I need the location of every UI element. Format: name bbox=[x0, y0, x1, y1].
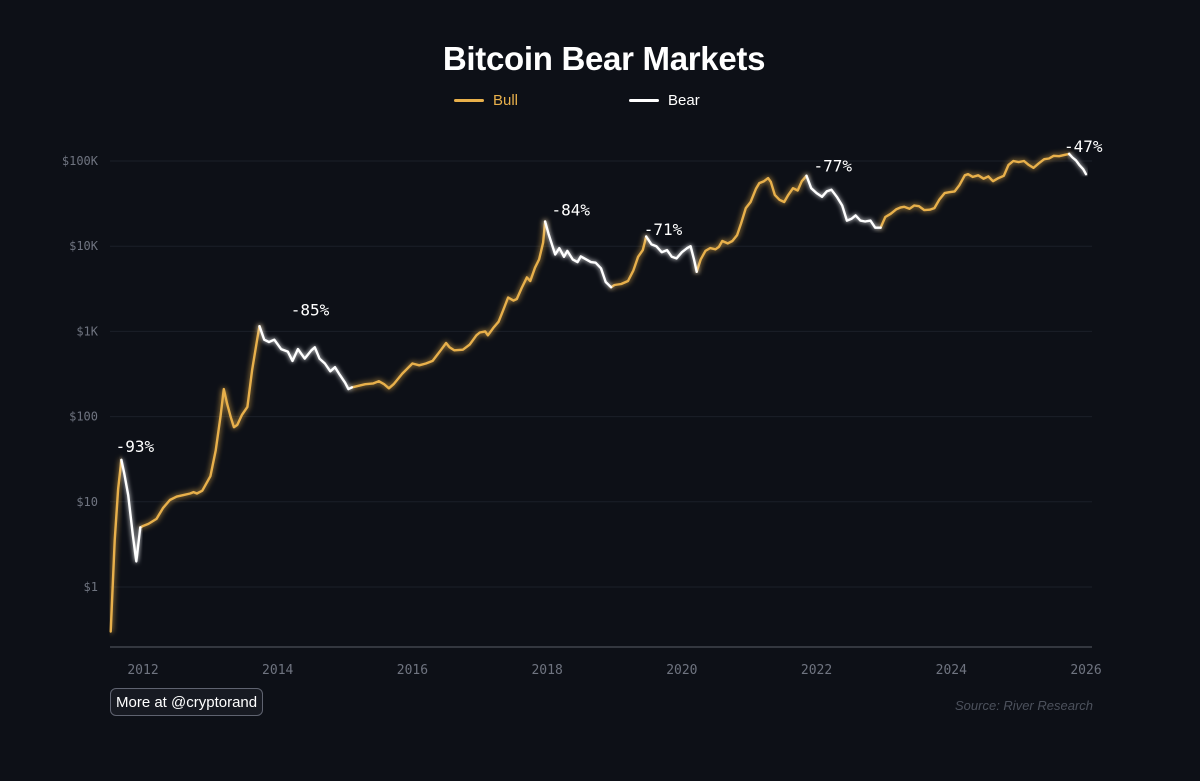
x-tick-label: 2022 bbox=[801, 663, 832, 678]
x-tick-label: 2024 bbox=[936, 663, 967, 678]
y-tick-label: $100K bbox=[62, 154, 99, 168]
legend-item-bear[interactable]: Bear bbox=[629, 90, 700, 110]
bear-series-line bbox=[543, 220, 613, 289]
legend-swatch-bull bbox=[454, 98, 484, 102]
x-tick-label: 2020 bbox=[666, 663, 697, 678]
bull-series-line bbox=[350, 220, 547, 390]
drawdown-annotation: -84% bbox=[551, 200, 590, 219]
x-tick-label: 2018 bbox=[531, 663, 562, 678]
source-note: Source: River Research bbox=[955, 698, 1093, 713]
drawdown-annotation: -93% bbox=[116, 437, 155, 456]
bull-series-line bbox=[609, 235, 648, 289]
legend-label-bull: Bull bbox=[493, 91, 519, 109]
y-tick-label: $1 bbox=[84, 580, 98, 594]
legend-item-bull[interactable]: Bull bbox=[454, 90, 518, 110]
x-tick-label: 2016 bbox=[397, 663, 428, 678]
drawdown-annotation: -71% bbox=[644, 220, 683, 239]
bear-series-line bbox=[805, 174, 882, 229]
legend-swatch-bear bbox=[629, 98, 659, 102]
x-tick-label: 2014 bbox=[262, 663, 293, 678]
drawdown-annotation: -77% bbox=[813, 157, 852, 176]
x-tick-label: 2012 bbox=[127, 663, 158, 678]
bear-series-line bbox=[258, 325, 353, 391]
chart-title: Bitcoin Bear Markets bbox=[442, 40, 766, 77]
y-tick-label: $100 bbox=[69, 410, 98, 424]
y-tick-label: $1K bbox=[76, 324, 98, 338]
legend-label-bear: Bear bbox=[668, 91, 700, 109]
bull-series-line bbox=[139, 325, 261, 529]
bear-series-line bbox=[120, 458, 142, 563]
drawdown-annotation: -47% bbox=[1064, 137, 1103, 156]
bear-series-line bbox=[645, 235, 698, 273]
bull-series-line bbox=[879, 152, 1071, 229]
y-tick-label: $10K bbox=[69, 239, 99, 253]
x-tick-label: 2026 bbox=[1070, 663, 1101, 678]
y-tick-label: $10 bbox=[76, 495, 98, 509]
bear-series-line bbox=[1068, 152, 1088, 176]
credit-link-button[interactable]: More at @cryptorand bbox=[110, 688, 264, 716]
bull-series-line bbox=[109, 458, 123, 633]
bull-series-line bbox=[695, 174, 808, 273]
drawdown-annotation: -85% bbox=[291, 301, 330, 320]
